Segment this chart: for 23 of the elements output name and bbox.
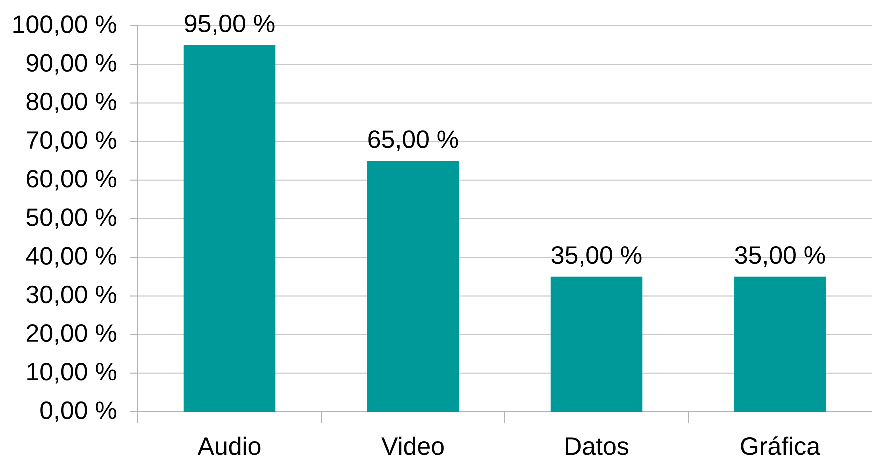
y-tick-label: 70,00 % <box>27 131 117 152</box>
x-tick-label: Gráfica <box>741 436 821 456</box>
x-tick-label: Audio <box>198 436 261 456</box>
y-tick-label: 10,00 % <box>28 363 117 384</box>
x-tick-label: Datos <box>566 438 628 456</box>
data-label: 65,00 % <box>368 130 458 152</box>
y-tick-label: 100,00 % <box>14 16 117 36</box>
y-tick-label: 40,00 % <box>26 247 117 268</box>
bar <box>184 45 276 412</box>
bar <box>734 276 826 412</box>
x-tick-label: Video <box>382 436 444 456</box>
y-tick-label: 50,00 % <box>26 208 117 230</box>
data-label: 95,00 % <box>185 14 275 36</box>
y-tick-label: 80,00 % <box>26 92 117 114</box>
y-tick-label: 0,00 % <box>40 402 117 422</box>
y-tick-label: 90,00 % <box>26 54 117 75</box>
bar <box>367 161 460 412</box>
bar <box>550 276 643 412</box>
y-tick-label: 30,00 % <box>26 286 117 307</box>
y-tick-label: 60,00 % <box>27 170 117 191</box>
data-label: 35,00 % <box>552 246 642 268</box>
data-label: 35,00 % <box>735 246 826 268</box>
y-tick-label: 20,00 % <box>26 324 117 346</box>
